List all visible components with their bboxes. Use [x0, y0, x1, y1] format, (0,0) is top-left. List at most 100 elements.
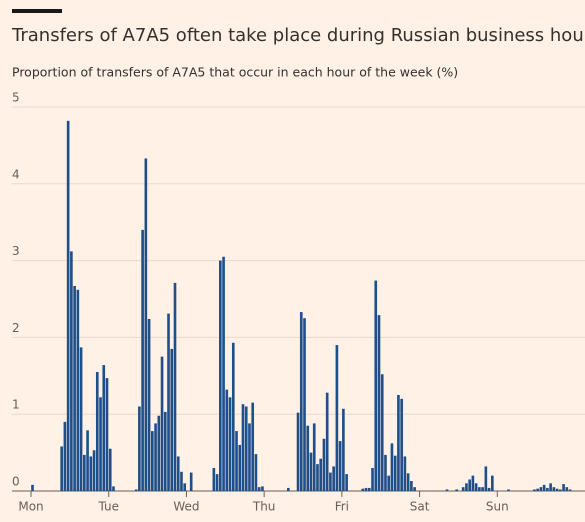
- bar: [397, 395, 400, 491]
- bar: [212, 467, 216, 491]
- bar: [299, 312, 303, 491]
- bar: [66, 120, 70, 491]
- bar: [481, 487, 484, 491]
- bar: [241, 404, 245, 491]
- bar: [338, 441, 342, 491]
- x-tick-label: Fri: [335, 500, 349, 514]
- bar: [180, 471, 183, 491]
- bar: [76, 289, 80, 491]
- bar: [316, 464, 319, 491]
- bar: [542, 484, 546, 491]
- y-tick-label: 4: [12, 167, 20, 181]
- bar: [154, 423, 157, 491]
- bar: [222, 256, 225, 491]
- bar: [549, 483, 552, 491]
- bar: [254, 454, 258, 491]
- bar: [89, 456, 93, 491]
- x-tick-label: Sat: [410, 500, 430, 514]
- bar: [507, 489, 510, 491]
- bar: [112, 486, 115, 491]
- bar: [157, 415, 161, 491]
- bar: [215, 474, 219, 491]
- bar: [546, 487, 549, 491]
- chart-title: Transfers of A7A5 often take place durin…: [11, 25, 585, 46]
- x-tick-label: Sun: [486, 500, 509, 514]
- bar: [312, 423, 316, 491]
- bar: [400, 398, 403, 491]
- bar: [539, 487, 543, 491]
- bar: [244, 406, 248, 491]
- bar: [468, 479, 471, 491]
- bar: [329, 472, 332, 491]
- bar: [176, 456, 180, 491]
- x-tick-label: Tue: [97, 500, 119, 514]
- bar: [251, 402, 255, 491]
- bar: [367, 487, 371, 491]
- bar: [257, 487, 261, 491]
- bar: [95, 371, 99, 491]
- bar: [306, 425, 310, 491]
- bar: [555, 488, 559, 491]
- x-tick-label: Wed: [173, 500, 199, 514]
- bar: [151, 431, 154, 491]
- bar: [406, 473, 410, 491]
- bar: [261, 486, 264, 491]
- bar: [147, 318, 151, 491]
- bar: [445, 489, 449, 491]
- bar: [461, 487, 465, 491]
- bar: [364, 487, 368, 491]
- bar: [465, 483, 468, 491]
- bar: [559, 489, 562, 491]
- bar: [342, 408, 345, 491]
- bar: [533, 489, 536, 491]
- bar: [163, 411, 167, 491]
- bar: [70, 251, 73, 491]
- bar: [83, 454, 86, 491]
- bar: [322, 438, 326, 491]
- bar: [393, 455, 397, 491]
- bar: [536, 488, 539, 491]
- bar: [108, 448, 112, 491]
- chart-subtitle: Proportion of transfers of A7A5 that occ…: [12, 65, 458, 80]
- bar: [390, 443, 394, 491]
- bar: [134, 489, 138, 491]
- bar: [478, 487, 481, 491]
- bar: [231, 342, 235, 491]
- bar: [387, 475, 391, 491]
- y-tick-label: 1: [12, 398, 20, 412]
- bar: [102, 365, 106, 491]
- bar: [248, 423, 251, 491]
- bar: [371, 467, 374, 491]
- bar: [235, 431, 238, 491]
- bar: [86, 430, 89, 491]
- bar: [413, 487, 416, 491]
- bar: [189, 472, 193, 491]
- bar: [332, 466, 335, 491]
- bar: [474, 483, 478, 491]
- bar: [562, 484, 565, 491]
- x-tick-label: Thu: [252, 500, 276, 514]
- bar: [228, 397, 232, 491]
- bar: [410, 481, 413, 491]
- bar: [491, 475, 494, 491]
- bar: [63, 421, 67, 491]
- bar: [173, 282, 177, 491]
- bar: [167, 313, 170, 491]
- bar: [380, 374, 384, 491]
- bar: [105, 378, 109, 491]
- bar: [219, 260, 222, 491]
- bar: [335, 345, 339, 491]
- bar: [225, 389, 229, 491]
- bar: [303, 318, 306, 491]
- bar: [160, 356, 164, 491]
- bar: [565, 487, 569, 491]
- y-tick-label: 5: [12, 91, 20, 105]
- bar: [377, 315, 381, 491]
- bar: [79, 347, 83, 491]
- bar: [345, 474, 348, 491]
- bar: [325, 392, 329, 491]
- x-tick-label: Mon: [18, 500, 43, 514]
- bar: [92, 450, 96, 491]
